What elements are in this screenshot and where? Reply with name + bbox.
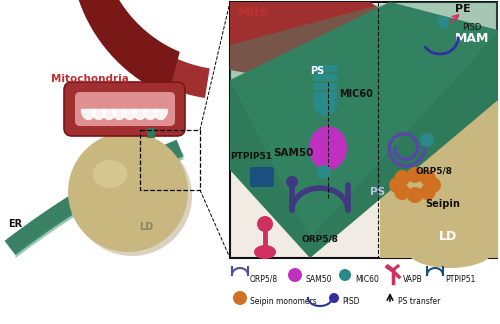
Ellipse shape — [92, 160, 128, 188]
Circle shape — [286, 176, 298, 188]
Text: LD: LD — [139, 222, 153, 232]
Circle shape — [425, 177, 441, 193]
Polygon shape — [4, 140, 184, 255]
Circle shape — [233, 291, 247, 305]
Ellipse shape — [72, 136, 192, 256]
Circle shape — [394, 170, 410, 186]
Circle shape — [288, 268, 302, 282]
Text: PISD: PISD — [462, 23, 481, 32]
Text: MIC60: MIC60 — [339, 89, 373, 99]
Text: LD: LD — [439, 230, 457, 243]
Polygon shape — [70, 0, 180, 96]
FancyBboxPatch shape — [250, 167, 274, 187]
Circle shape — [317, 165, 331, 179]
Circle shape — [407, 167, 423, 183]
Text: PTPIP51: PTPIP51 — [230, 152, 272, 161]
FancyBboxPatch shape — [75, 92, 175, 126]
Text: Seipin: Seipin — [425, 199, 460, 209]
Text: ORP5/8: ORP5/8 — [302, 235, 339, 244]
Text: SAM50: SAM50 — [305, 274, 332, 284]
Circle shape — [420, 184, 436, 200]
Polygon shape — [230, 2, 498, 238]
Circle shape — [329, 293, 339, 303]
Polygon shape — [16, 153, 183, 258]
Text: MAM: MAM — [455, 32, 490, 45]
Text: SAM50: SAM50 — [273, 148, 314, 158]
Text: VAPB: VAPB — [403, 274, 423, 284]
Circle shape — [314, 94, 336, 116]
Ellipse shape — [405, 228, 495, 268]
Bar — [313, 92, 337, 99]
Bar — [313, 83, 337, 90]
Bar — [147, 128, 155, 138]
Circle shape — [437, 16, 449, 28]
Circle shape — [420, 133, 434, 147]
Text: PS transfer: PS transfer — [398, 297, 440, 307]
Bar — [140, 130, 200, 190]
Text: Mito: Mito — [238, 6, 270, 19]
Bar — [230, 2, 497, 258]
Bar — [313, 65, 337, 72]
Text: PISD: PISD — [342, 297, 359, 307]
Bar — [313, 74, 337, 81]
Polygon shape — [230, 2, 498, 258]
Circle shape — [257, 216, 273, 232]
Ellipse shape — [254, 245, 276, 259]
Text: ER: ER — [8, 219, 22, 229]
Text: MIC60: MIC60 — [355, 274, 379, 284]
Text: PE: PE — [455, 4, 471, 14]
Text: Mitochondria: Mitochondria — [51, 74, 129, 84]
Ellipse shape — [309, 126, 347, 170]
Bar — [313, 101, 337, 108]
Circle shape — [420, 170, 436, 186]
Circle shape — [394, 184, 410, 200]
Text: PS: PS — [370, 187, 385, 197]
Text: PTPIP51: PTPIP51 — [445, 274, 476, 284]
Circle shape — [339, 269, 351, 281]
Ellipse shape — [68, 132, 188, 252]
Text: ORP5/8: ORP5/8 — [250, 274, 278, 284]
Circle shape — [389, 177, 405, 193]
Text: ORP5/8: ORP5/8 — [415, 167, 452, 176]
Text: Seipin monomers: Seipin monomers — [250, 297, 317, 307]
Circle shape — [407, 187, 423, 203]
Polygon shape — [380, 100, 498, 258]
Polygon shape — [70, 0, 209, 98]
Polygon shape — [230, 2, 405, 95]
Text: PS: PS — [310, 66, 324, 76]
FancyBboxPatch shape — [64, 82, 185, 136]
